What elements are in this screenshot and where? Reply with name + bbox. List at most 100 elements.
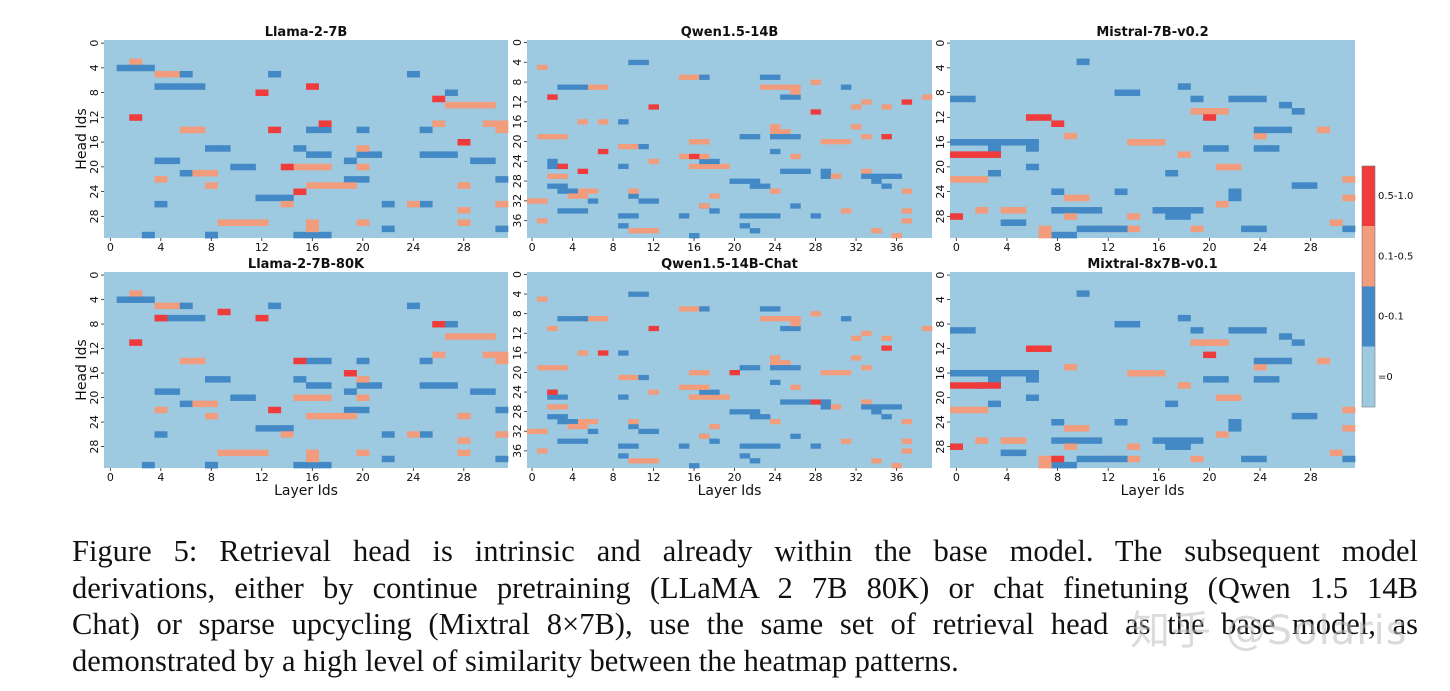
heatmap-cell (901, 419, 913, 425)
heatmap-cell (1253, 126, 1267, 134)
heatmap-cell (648, 158, 659, 165)
heatmap-cell (293, 188, 307, 196)
heatmap-cell (790, 203, 801, 209)
heatmap-cell (1190, 207, 1204, 214)
heatmap-cell (205, 145, 218, 152)
y-tick-label: 0 (88, 40, 101, 47)
heatmap-cell (840, 84, 852, 90)
heatmap-cell (557, 316, 568, 322)
x-axis-label: Layer Ids (1121, 483, 1185, 499)
heatmap-cell (962, 406, 976, 414)
heatmap-cell (1165, 207, 1179, 214)
y-tick-label: 8 (511, 310, 524, 317)
heatmap-cell (689, 306, 700, 312)
heatmap-cell (1329, 219, 1343, 226)
heatmap-cell (699, 74, 710, 80)
heatmap-cell (780, 134, 791, 140)
heatmap-cell (1013, 449, 1027, 457)
heatmap-cell (356, 219, 370, 226)
x-tick-label: 36 (890, 471, 904, 484)
heatmap-cell (293, 376, 307, 383)
heatmap-cell (638, 59, 649, 66)
heatmap-cell (950, 213, 964, 220)
x-tick-label: 28 (809, 471, 823, 484)
heatmap-cell (280, 163, 294, 171)
y-tick-label: 24 (934, 415, 947, 429)
heatmap-cell (205, 169, 218, 177)
heatmap-cell (457, 412, 471, 420)
y-tick-label: 16 (88, 366, 101, 380)
heatmap-cell (618, 163, 629, 170)
heatmap-cell (770, 148, 781, 155)
heatmap-cell (770, 379, 781, 386)
heatmap-cell (1279, 101, 1293, 109)
heatmap-cell (1000, 449, 1014, 457)
panel-title: Mistral-7B-v0.2 (1096, 25, 1208, 40)
x-tick-label: 16 (687, 471, 701, 484)
heatmap-cell (648, 428, 659, 435)
heatmap-cell (678, 74, 690, 80)
heatmap-cell (495, 200, 509, 208)
heatmap-cell (699, 394, 710, 400)
y-tick-label: 4 (934, 296, 947, 303)
y-tick-label: 16 (934, 366, 947, 380)
x-tick-label: 8 (610, 241, 617, 254)
heatmap-cell (318, 394, 332, 401)
heatmap-cell (1190, 108, 1204, 115)
x-tick-label: 0 (953, 471, 960, 484)
x-tick-label: 24 (406, 241, 420, 254)
heatmap-cell (482, 351, 496, 359)
heatmap-cell (179, 302, 193, 310)
heatmap-cell (205, 461, 218, 469)
heatmap-cell (1279, 333, 1293, 340)
heatmap-cell (770, 419, 781, 425)
y-tick-label: 0 (934, 40, 947, 47)
heatmap-cell (577, 423, 589, 430)
x-tick-label: 12 (1101, 471, 1115, 484)
heatmap-cell (1038, 345, 1052, 352)
heatmap-cell (495, 455, 509, 463)
y-tick-label: 32 (511, 424, 524, 438)
heatmap-cell (1089, 437, 1103, 444)
heatmap-cell (1279, 126, 1293, 134)
heatmap-cell (950, 176, 964, 183)
x-tick-label: 24 (768, 241, 782, 254)
heatmap-cell (141, 64, 155, 72)
heatmap-cell (1127, 139, 1141, 146)
y-tick-label: 12 (934, 342, 947, 356)
heatmap-cell (648, 198, 659, 204)
heatmap-background (104, 40, 508, 238)
heatmap-cell (699, 139, 710, 145)
heatmap-cell (962, 370, 976, 377)
heatmap-cell (1063, 207, 1077, 214)
heatmap-cell (759, 316, 771, 322)
heatmap-cell (217, 376, 231, 383)
x-tick-label: 8 (1054, 471, 1061, 484)
heatmap-cell (1165, 437, 1179, 444)
heatmap-cell (709, 394, 720, 400)
heatmap-cell (861, 168, 872, 174)
heatmap-cell (1190, 95, 1204, 103)
heatmap-cell (457, 182, 471, 189)
heatmap-cell (318, 382, 332, 389)
heatmap-cell (699, 384, 710, 390)
heatmap-cell (1177, 151, 1191, 158)
heatmap-cell (709, 158, 720, 165)
heatmap-cell (1000, 207, 1014, 214)
y-tick-label: 4 (511, 59, 524, 66)
heatmap-cell (648, 458, 659, 464)
x-tick-label: 16 (1152, 241, 1166, 254)
heatmap-cell (770, 188, 781, 194)
heatmap-cell (205, 376, 218, 383)
heatmap-cell (618, 213, 629, 219)
y-tick-label: 28 (934, 440, 947, 454)
heatmap-cell (1038, 231, 1052, 239)
heatmap-cell (810, 213, 821, 219)
y-tick-label: 28 (88, 209, 101, 223)
heatmap-cell (1253, 455, 1267, 463)
heatmap-cell (318, 151, 332, 158)
heatmap-cell (179, 70, 193, 78)
heatmap-cell (192, 126, 206, 134)
heatmap-cell (381, 225, 395, 233)
y-tick-label: 12 (934, 110, 947, 124)
